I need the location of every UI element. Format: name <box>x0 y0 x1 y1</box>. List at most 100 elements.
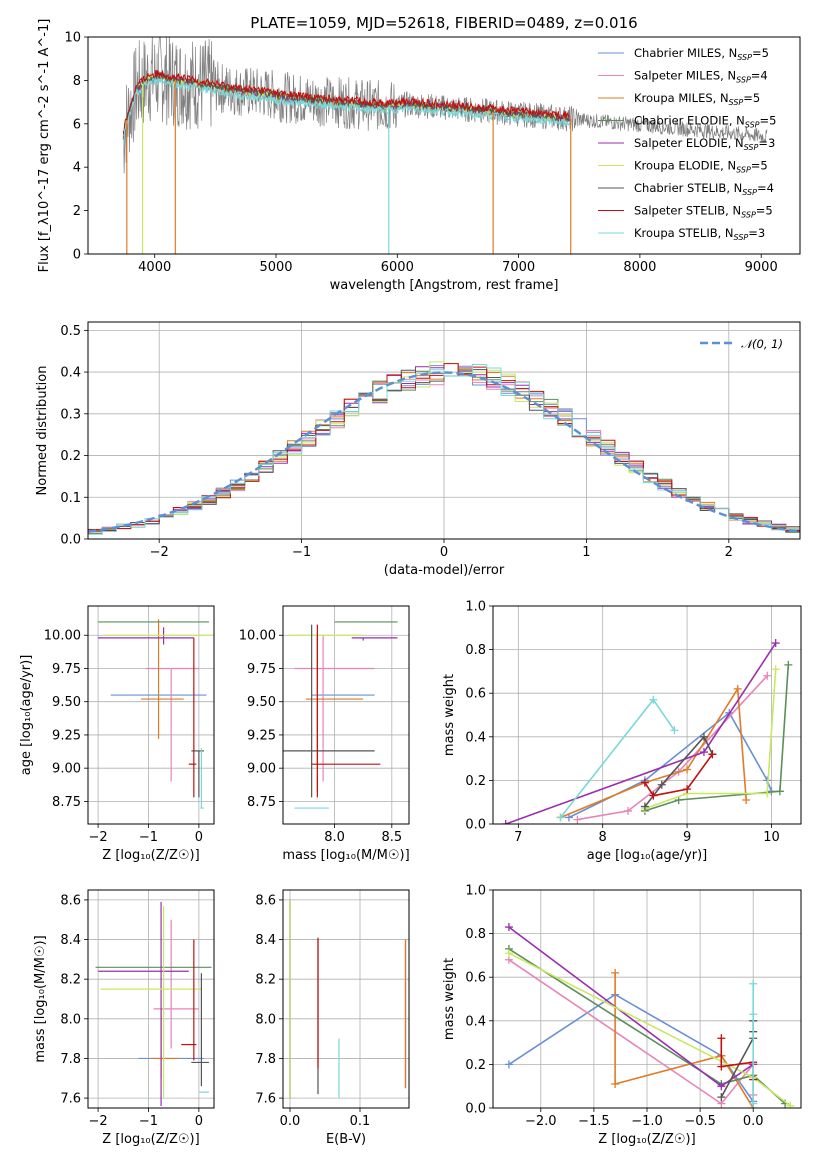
legend-entry: Salpeter ELODIE, NSSP=3 <box>634 136 775 152</box>
weight-marker <box>649 695 658 704</box>
residuals-xtick-label: 1 <box>582 545 590 560</box>
weight-marker <box>699 732 708 741</box>
mass-vs-ebv-ytick-label: 8.2 <box>255 973 276 988</box>
weight-series-6 <box>644 669 777 810</box>
age-vs-mass-ytick-label: 9.50 <box>247 695 276 710</box>
spectrum-plot-area <box>122 37 768 254</box>
weight-marker <box>775 787 784 796</box>
mass-vs-Z-ytick-label: 8.4 <box>60 933 81 948</box>
legend-entry: Chabrier MILES, NSSP=5 <box>634 46 769 62</box>
residuals-frame <box>87 321 801 540</box>
mass-vs-ebv-ytick-label: 8.0 <box>255 1012 276 1027</box>
weight-vs-age-frame <box>492 605 802 825</box>
weight-vs-age-ytick-label: 0.2 <box>465 774 486 789</box>
weight-series-8 <box>720 1038 754 1080</box>
mass-vs-ebv-ytick-label: 8.6 <box>255 893 276 908</box>
age-vs-mass-ytick-label: 9.75 <box>247 662 276 677</box>
weight-marker <box>640 802 649 811</box>
legend-entry: Chabrier ELODIE, NSSP=5 <box>634 114 776 130</box>
weight-vs-age-plot-area <box>501 639 793 824</box>
mass-vs-ebv-frame <box>282 889 410 1109</box>
age-vs-Z-xtick-label: −2 <box>88 830 107 845</box>
weight-marker <box>556 813 565 822</box>
weight-vs-age-xlabel: age [log₁₀(age/yr)] <box>587 848 708 863</box>
weight-marker <box>771 639 780 648</box>
weight-marker <box>573 815 582 824</box>
mass-vs-Z-ytick-label: 8.6 <box>60 893 81 908</box>
weight-vs-Z-ytick-label: 0.4 <box>465 1014 486 1029</box>
weight-series-8 <box>644 753 714 797</box>
weight-marker <box>504 949 513 958</box>
residuals-ytick-label: 0.0 <box>60 533 81 548</box>
age-vs-Z-ytick-label: 8.75 <box>52 795 81 810</box>
weight-vs-age-axes: 7 8 9 10 0.0 0.2 0.4 0.6 0.8 1.0 <box>465 600 801 845</box>
weight-marker <box>786 1101 795 1108</box>
spectrum-xtick-label: 9000 <box>745 260 778 275</box>
mass-vs-Z-xtick-label: 0 <box>195 1114 203 1129</box>
residual-histogram-6 <box>88 361 800 533</box>
age-vs-Z-plot-area <box>98 619 214 809</box>
weight-marker <box>657 780 666 789</box>
spectrum-ytick-label: 4 <box>73 161 81 176</box>
residuals-ytick-label: 0.2 <box>60 449 81 464</box>
weight-series-5 <box>508 926 754 1088</box>
residuals-ytick-label: 0.5 <box>60 324 81 339</box>
weight-vs-age-ytick-label: 0.8 <box>465 643 486 658</box>
age-vs-Z-axes: −2 −1 0 8.75 9.00 9.25 9.50 9.75 10.00 <box>44 606 214 845</box>
weight-marker <box>683 765 692 774</box>
weight-marker <box>504 1060 513 1069</box>
legend-entry: Kroupa ELODIE, NSSP=5 <box>634 159 768 175</box>
legend-entry: Kroupa STELIB, NSSP=3 <box>634 226 765 242</box>
mass-vs-ebv-xtick-label: 0.1 <box>350 1114 371 1129</box>
weight-vs-Z-xtick-label: −1.0 <box>631 1114 663 1129</box>
weight-marker <box>624 806 633 815</box>
legend-entry: Salpeter MILES, NSSP=4 <box>634 69 768 85</box>
residuals-xtick-label: 0 <box>440 545 448 560</box>
age-vs-mass-xtick-label: 8.5 <box>381 830 402 845</box>
weight-vs-Z-xlabel: Z [log₁₀(Z/Z☉)] <box>598 1132 695 1147</box>
spectrum-legend: Chabrier MILES, NSSP=5 Salpeter MILES, NS… <box>598 46 776 242</box>
mass-vs-ebv-axes: 0.0 0.1 7.6 7.8 8.0 8.2 8.4 8.6 <box>255 890 409 1129</box>
mass-vs-Z-frame <box>87 889 215 1109</box>
age-vs-mass-ytick-label: 8.75 <box>247 795 276 810</box>
legend-entry: Salpeter STELIB, NSSP=5 <box>634 204 773 220</box>
weight-marker <box>771 665 780 674</box>
weight-vs-Z-ytick-label: 0.2 <box>465 1058 486 1073</box>
spectrum-xlabel: wavelength [Angstrom, rest frame] <box>330 278 559 293</box>
spectrum-frame <box>87 36 801 255</box>
weight-series-1 <box>508 993 754 1102</box>
weight-marker <box>670 726 679 735</box>
spectrum-xtick-label: 7000 <box>502 260 535 275</box>
weight-vs-age-xtick-label: 7 <box>514 830 522 845</box>
weight-marker <box>763 671 772 680</box>
weight-vs-Z-xtick-label: −0.5 <box>684 1114 716 1129</box>
weight-marker <box>611 968 620 977</box>
residuals-ylabel: Normed distribution <box>35 366 50 496</box>
mass-vs-ebv-ytick-label: 7.8 <box>255 1052 276 1067</box>
weight-vs-Z-xtick-label: 0.0 <box>743 1114 764 1129</box>
mass-vs-Z-ytick-label: 7.6 <box>60 1092 81 1107</box>
mass-vs-Z-ytick-label: 7.8 <box>60 1052 81 1067</box>
age-vs-Z-ytick-label: 9.50 <box>52 695 81 710</box>
age-vs-mass-ytick-label: 9.00 <box>247 762 276 777</box>
weight-marker <box>501 820 510 824</box>
weight-vs-Z-ytick-label: 0.8 <box>465 927 486 942</box>
weight-marker <box>717 1082 726 1091</box>
spectrum-title: PLATE=1059, MJD=52618, FIBERID=0489, z=0… <box>250 14 637 32</box>
weight-series-5 <box>505 642 777 824</box>
weight-vs-age-ylabel: mass weight <box>442 674 457 756</box>
legend-entry: 𝒩(0, 1) <box>741 337 783 351</box>
weight-marker <box>683 785 692 794</box>
spectrum-ytick-label: 2 <box>73 204 81 219</box>
residuals-plot-area <box>88 361 800 535</box>
age-vs-Z-xlabel: Z [log₁₀(Z/Z☉)] <box>102 848 199 863</box>
weight-marker <box>749 979 758 988</box>
weight-marker <box>640 778 649 787</box>
weight-vs-age-ytick-label: 1.0 <box>465 600 486 615</box>
age-vs-Z-ytick-label: 9.75 <box>52 662 81 677</box>
age-vs-Z-ytick-label: 9.25 <box>52 728 81 743</box>
weight-marker <box>611 1080 620 1089</box>
age-vs-mass-plot-area <box>283 621 398 809</box>
mass-vs-Z-axes: −2 −1 0 7.6 7.8 8.0 8.2 8.4 8.6 <box>60 890 214 1129</box>
mass-vs-ebv-plot-area <box>289 899 407 1099</box>
